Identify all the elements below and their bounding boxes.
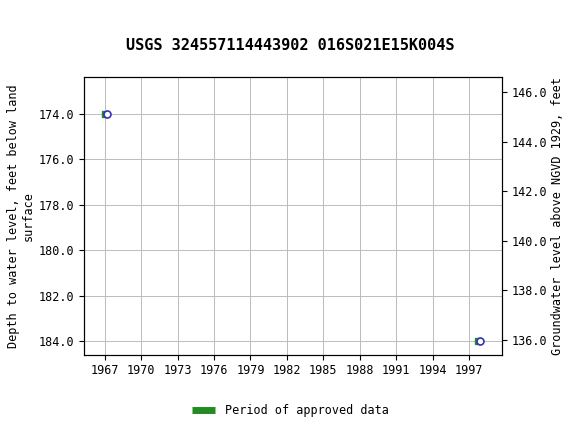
Y-axis label: Depth to water level, feet below land
surface: Depth to water level, feet below land su…	[6, 84, 35, 348]
Legend: Period of approved data: Period of approved data	[187, 399, 393, 422]
Y-axis label: Groundwater level above NGVD 1929, feet: Groundwater level above NGVD 1929, feet	[551, 77, 564, 355]
Text: ≋USGS: ≋USGS	[7, 11, 67, 26]
Text: USGS 324557114443902 016S021E15K004S: USGS 324557114443902 016S021E15K004S	[126, 38, 454, 52]
